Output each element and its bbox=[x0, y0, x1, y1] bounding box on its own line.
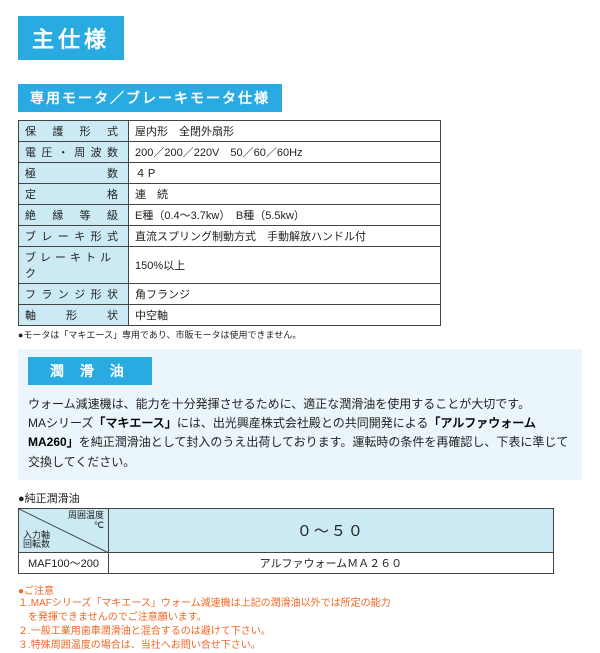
oil-cell: アルファウォームＭＡ２６０ bbox=[109, 553, 554, 574]
spec-value: 直流スプリング制動方式 手動解放ハンドル付 bbox=[129, 226, 441, 247]
spec-label: 軸 形 状 bbox=[19, 305, 129, 326]
spec-label: ブレーキ形式 bbox=[19, 226, 129, 247]
spec-value: 中空軸 bbox=[129, 305, 441, 326]
spec-value: 連 続 bbox=[129, 184, 441, 205]
rpm-cell: MAF100～200 bbox=[19, 553, 109, 574]
caution-1b: を発揮できませんのでご注意願います。 bbox=[18, 611, 582, 625]
caution-3: ３.特殊周囲温度の場合は、当社へお問い合せ下さい。 bbox=[18, 639, 582, 653]
spec-label: フランジ形状 bbox=[19, 284, 129, 305]
oil-corner: 周囲温度℃ 入力軸回転数 bbox=[19, 508, 109, 553]
text: MAシリーズ bbox=[28, 416, 93, 430]
motor-note: ●モータは「マキエース」専用であり、市販モータは使用できません。 bbox=[18, 328, 582, 341]
spec-label: 絶 縁 等 級 bbox=[19, 205, 129, 226]
caution-2: ２.一般工業用歯車潤滑油と混合するのは避けて下さい。 bbox=[18, 625, 582, 639]
spec-label: 定 格 bbox=[19, 184, 129, 205]
spec-value: 150%以上 bbox=[129, 247, 441, 284]
motor-spec-title: 専用モータ／ブレーキモータ仕様 bbox=[18, 84, 282, 112]
table-row: 極 数４Ｐ bbox=[19, 163, 441, 184]
spec-value: 角フランジ bbox=[129, 284, 441, 305]
caution-head: ●ご注意 bbox=[18, 582, 582, 597]
motor-spec-table: 保 護 形 式屋内形 全閉外扇形 電圧・周波数200／200／220V 50／6… bbox=[18, 120, 441, 326]
temp-range: ０～５０ bbox=[109, 508, 554, 553]
lubricant-text: ウォーム減速機は、能力を十分発揮させるために、適正な潤滑油を使用することが大切で… bbox=[28, 395, 572, 472]
spec-label: 電圧・周波数 bbox=[19, 142, 129, 163]
table-row: 保 護 形 式屋内形 全閉外扇形 bbox=[19, 121, 441, 142]
spec-value: ４Ｐ bbox=[129, 163, 441, 184]
text-em: 「マキエース」 bbox=[93, 416, 176, 430]
table-row: 定 格連 続 bbox=[19, 184, 441, 205]
table-row: 絶 縁 等 級E種（0.4～3.7kw） B種（5.5kw） bbox=[19, 205, 441, 226]
table-row: ブレーキ形式直流スプリング制動方式 手動解放ハンドル付 bbox=[19, 226, 441, 247]
lubricant-title: 潤 滑 油 bbox=[28, 357, 152, 385]
table-row: フランジ形状角フランジ bbox=[19, 284, 441, 305]
table-row: ブレーキトルク150%以上 bbox=[19, 247, 441, 284]
oil-table: 周囲温度℃ 入力軸回転数 ０～５０ MAF100～200 アルファウォームＭＡ２… bbox=[18, 508, 554, 575]
lubricant-section: 潤 滑 油 ウォーム減速機は、能力を十分発揮させるために、適正な潤滑油を使用する… bbox=[18, 349, 582, 480]
spec-label: 保 護 形 式 bbox=[19, 121, 129, 142]
text: ウォーム減速機は、能力を十分発揮させるために、適正な潤滑油を使用することが大切で… bbox=[28, 397, 530, 411]
main-title: 主仕様 bbox=[18, 16, 124, 60]
text: には、出光興産株式会社殿との共同開発による bbox=[177, 416, 429, 430]
table-row: 軸 形 状中空軸 bbox=[19, 305, 441, 326]
caution-1: １.MAFシリーズ「マキエース」ウォーム減速機は上記の潤滑油以外では所定の能力 bbox=[18, 597, 582, 611]
spec-label: ブレーキトルク bbox=[19, 247, 129, 284]
spec-value: E種（0.4～3.7kw） B種（5.5kw） bbox=[129, 205, 441, 226]
oil-table-head: ●純正潤滑油 bbox=[18, 490, 582, 506]
spec-value: 屋内形 全閉外扇形 bbox=[129, 121, 441, 142]
diagonal-line-icon bbox=[19, 509, 108, 553]
spec-value: 200／200／220V 50／60／60Hz bbox=[129, 142, 441, 163]
text: を純正潤滑油として封入のうえ出荷しております。運転時の条件を再確認し、下表に準じ… bbox=[28, 435, 568, 468]
spec-label: 極 数 bbox=[19, 163, 129, 184]
table-row: 電圧・周波数200／200／220V 50／60／60Hz bbox=[19, 142, 441, 163]
